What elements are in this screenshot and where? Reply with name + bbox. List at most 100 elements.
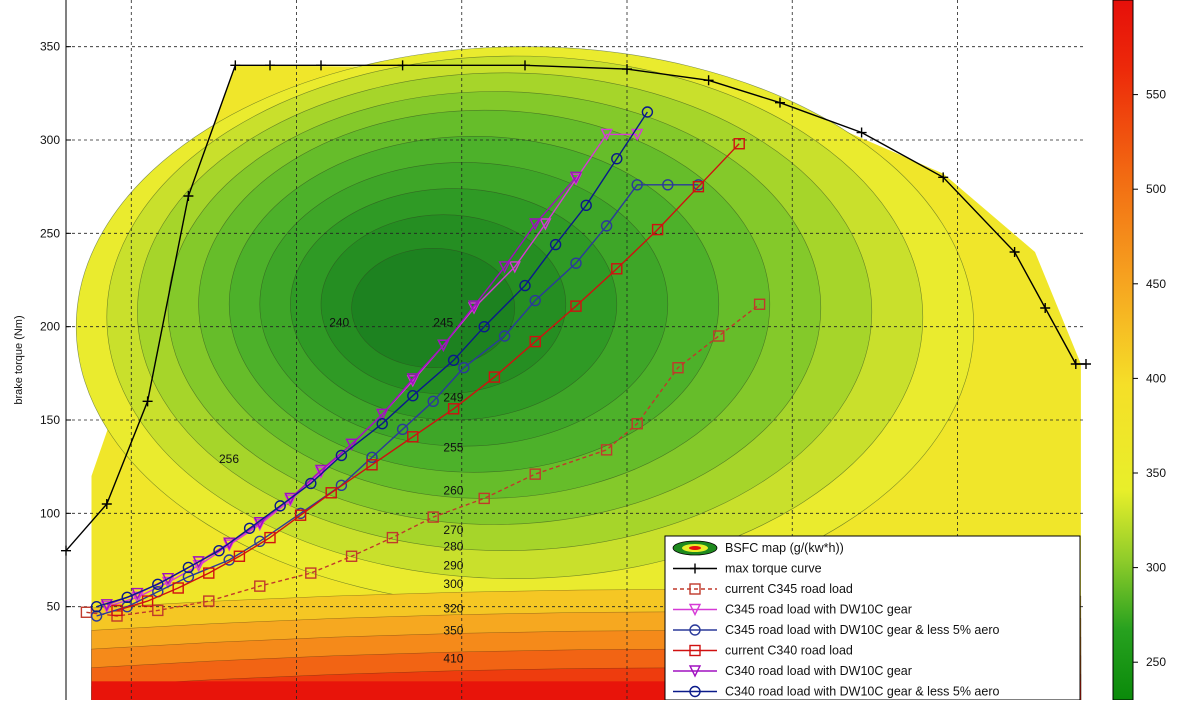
data-point (203, 595, 215, 607)
data-point (688, 665, 702, 678)
data-point (672, 362, 684, 374)
y-tick-label: 100 (40, 506, 60, 520)
legend-label: C340 road load with DW10C gear & less 5%… (725, 685, 999, 699)
data-point (690, 563, 700, 574)
legend-label: current C340 road load (725, 644, 853, 658)
data-point (458, 362, 470, 374)
data-point (223, 537, 236, 550)
legend-label: max torque curve (725, 562, 822, 576)
legend-item: current C345 road load (673, 582, 853, 596)
contour-label: 260 (443, 484, 463, 498)
data-point (142, 396, 153, 407)
data-point (243, 522, 256, 534)
contour-label: 240 (329, 316, 349, 330)
data-point (600, 444, 613, 456)
data-point (539, 218, 552, 231)
legend-label: BSFC map (g/(kw*h)) (725, 541, 844, 555)
series-square (111, 138, 745, 617)
data-point (152, 578, 164, 590)
colorbar-tick-label: 400 (1146, 371, 1166, 385)
colorbar-tick-label: 250 (1146, 655, 1166, 669)
data-point (529, 335, 541, 348)
series-line (86, 303, 761, 617)
y-tick-label: 50 (47, 600, 61, 614)
data-point (376, 418, 388, 430)
contour-label: 256 (219, 452, 239, 466)
map-band (351, 248, 516, 369)
data-point (600, 128, 613, 141)
legend-item: max torque curve (673, 562, 822, 576)
data-point (498, 330, 511, 342)
legend-item: current C340 road load (673, 644, 853, 658)
data-point (111, 604, 123, 617)
data-point (274, 500, 286, 512)
data-point (600, 220, 613, 232)
data-point (689, 624, 701, 636)
data-point (498, 261, 511, 274)
data-point (101, 499, 112, 509)
data-point (335, 479, 348, 492)
legend-item: C340 road load with DW10C gear & less 5%… (673, 685, 999, 699)
data-point (467, 302, 481, 315)
colorbar-tick-label: 550 (1146, 88, 1166, 102)
data-point (345, 438, 358, 451)
data-point (121, 591, 133, 604)
data-point (1040, 303, 1051, 313)
data-point (692, 180, 705, 193)
data-point (305, 477, 317, 490)
data-point (569, 171, 583, 184)
contour-label: 300 (443, 577, 463, 591)
series-line (65, 64, 1086, 552)
data-point (478, 492, 490, 505)
data-point (80, 606, 93, 618)
y-tick-label: 300 (40, 133, 60, 147)
data-point (1081, 359, 1091, 369)
legend-label: current C345 road load (725, 582, 853, 596)
data-point (386, 531, 399, 544)
y-tick-label: 350 (40, 40, 60, 54)
data-point (100, 600, 113, 614)
data-point (622, 64, 632, 75)
y-tick-label: 200 (40, 320, 60, 334)
data-point (611, 263, 623, 275)
data-point (141, 595, 154, 607)
series-square (80, 298, 766, 622)
data-point (172, 582, 184, 594)
legend-label: C340 road load with DW10C gear (725, 664, 912, 678)
data-point (753, 298, 766, 310)
data-point (294, 509, 307, 521)
data-point (688, 603, 702, 617)
legend: BSFC map (g/(kw*h)) max torque curve curre… (664, 535, 1081, 701)
data-point (641, 106, 654, 118)
data-point (447, 403, 460, 415)
data-point (182, 561, 195, 574)
data-point (549, 238, 562, 251)
contour-label: 245 (433, 316, 453, 330)
data-point (570, 300, 582, 312)
data-point (407, 390, 419, 402)
data-point (1009, 247, 1020, 257)
colorbar-tick-label: 450 (1146, 277, 1166, 291)
data-point (284, 492, 297, 505)
y-axis-label: brake torque (Nm) (13, 315, 25, 404)
data-point (90, 600, 103, 613)
data-point (631, 179, 643, 191)
data-point (478, 320, 490, 333)
data-point (689, 685, 701, 698)
legend-box (664, 535, 1081, 701)
contour-labels: 240 245 249 255 256 260 270 280 290 300 320 350 410 (219, 316, 464, 666)
data-point (651, 223, 664, 236)
data-point (406, 373, 419, 386)
colorbar-tick-label: 300 (1146, 561, 1166, 575)
data-point (254, 580, 266, 592)
data-point (447, 354, 460, 366)
contour-label: 350 (443, 624, 463, 638)
data-point (775, 97, 785, 108)
data-point (508, 261, 521, 274)
data-point (335, 449, 348, 462)
contour-label: 280 (443, 540, 463, 554)
data-point (427, 511, 439, 523)
data-point (213, 544, 225, 557)
